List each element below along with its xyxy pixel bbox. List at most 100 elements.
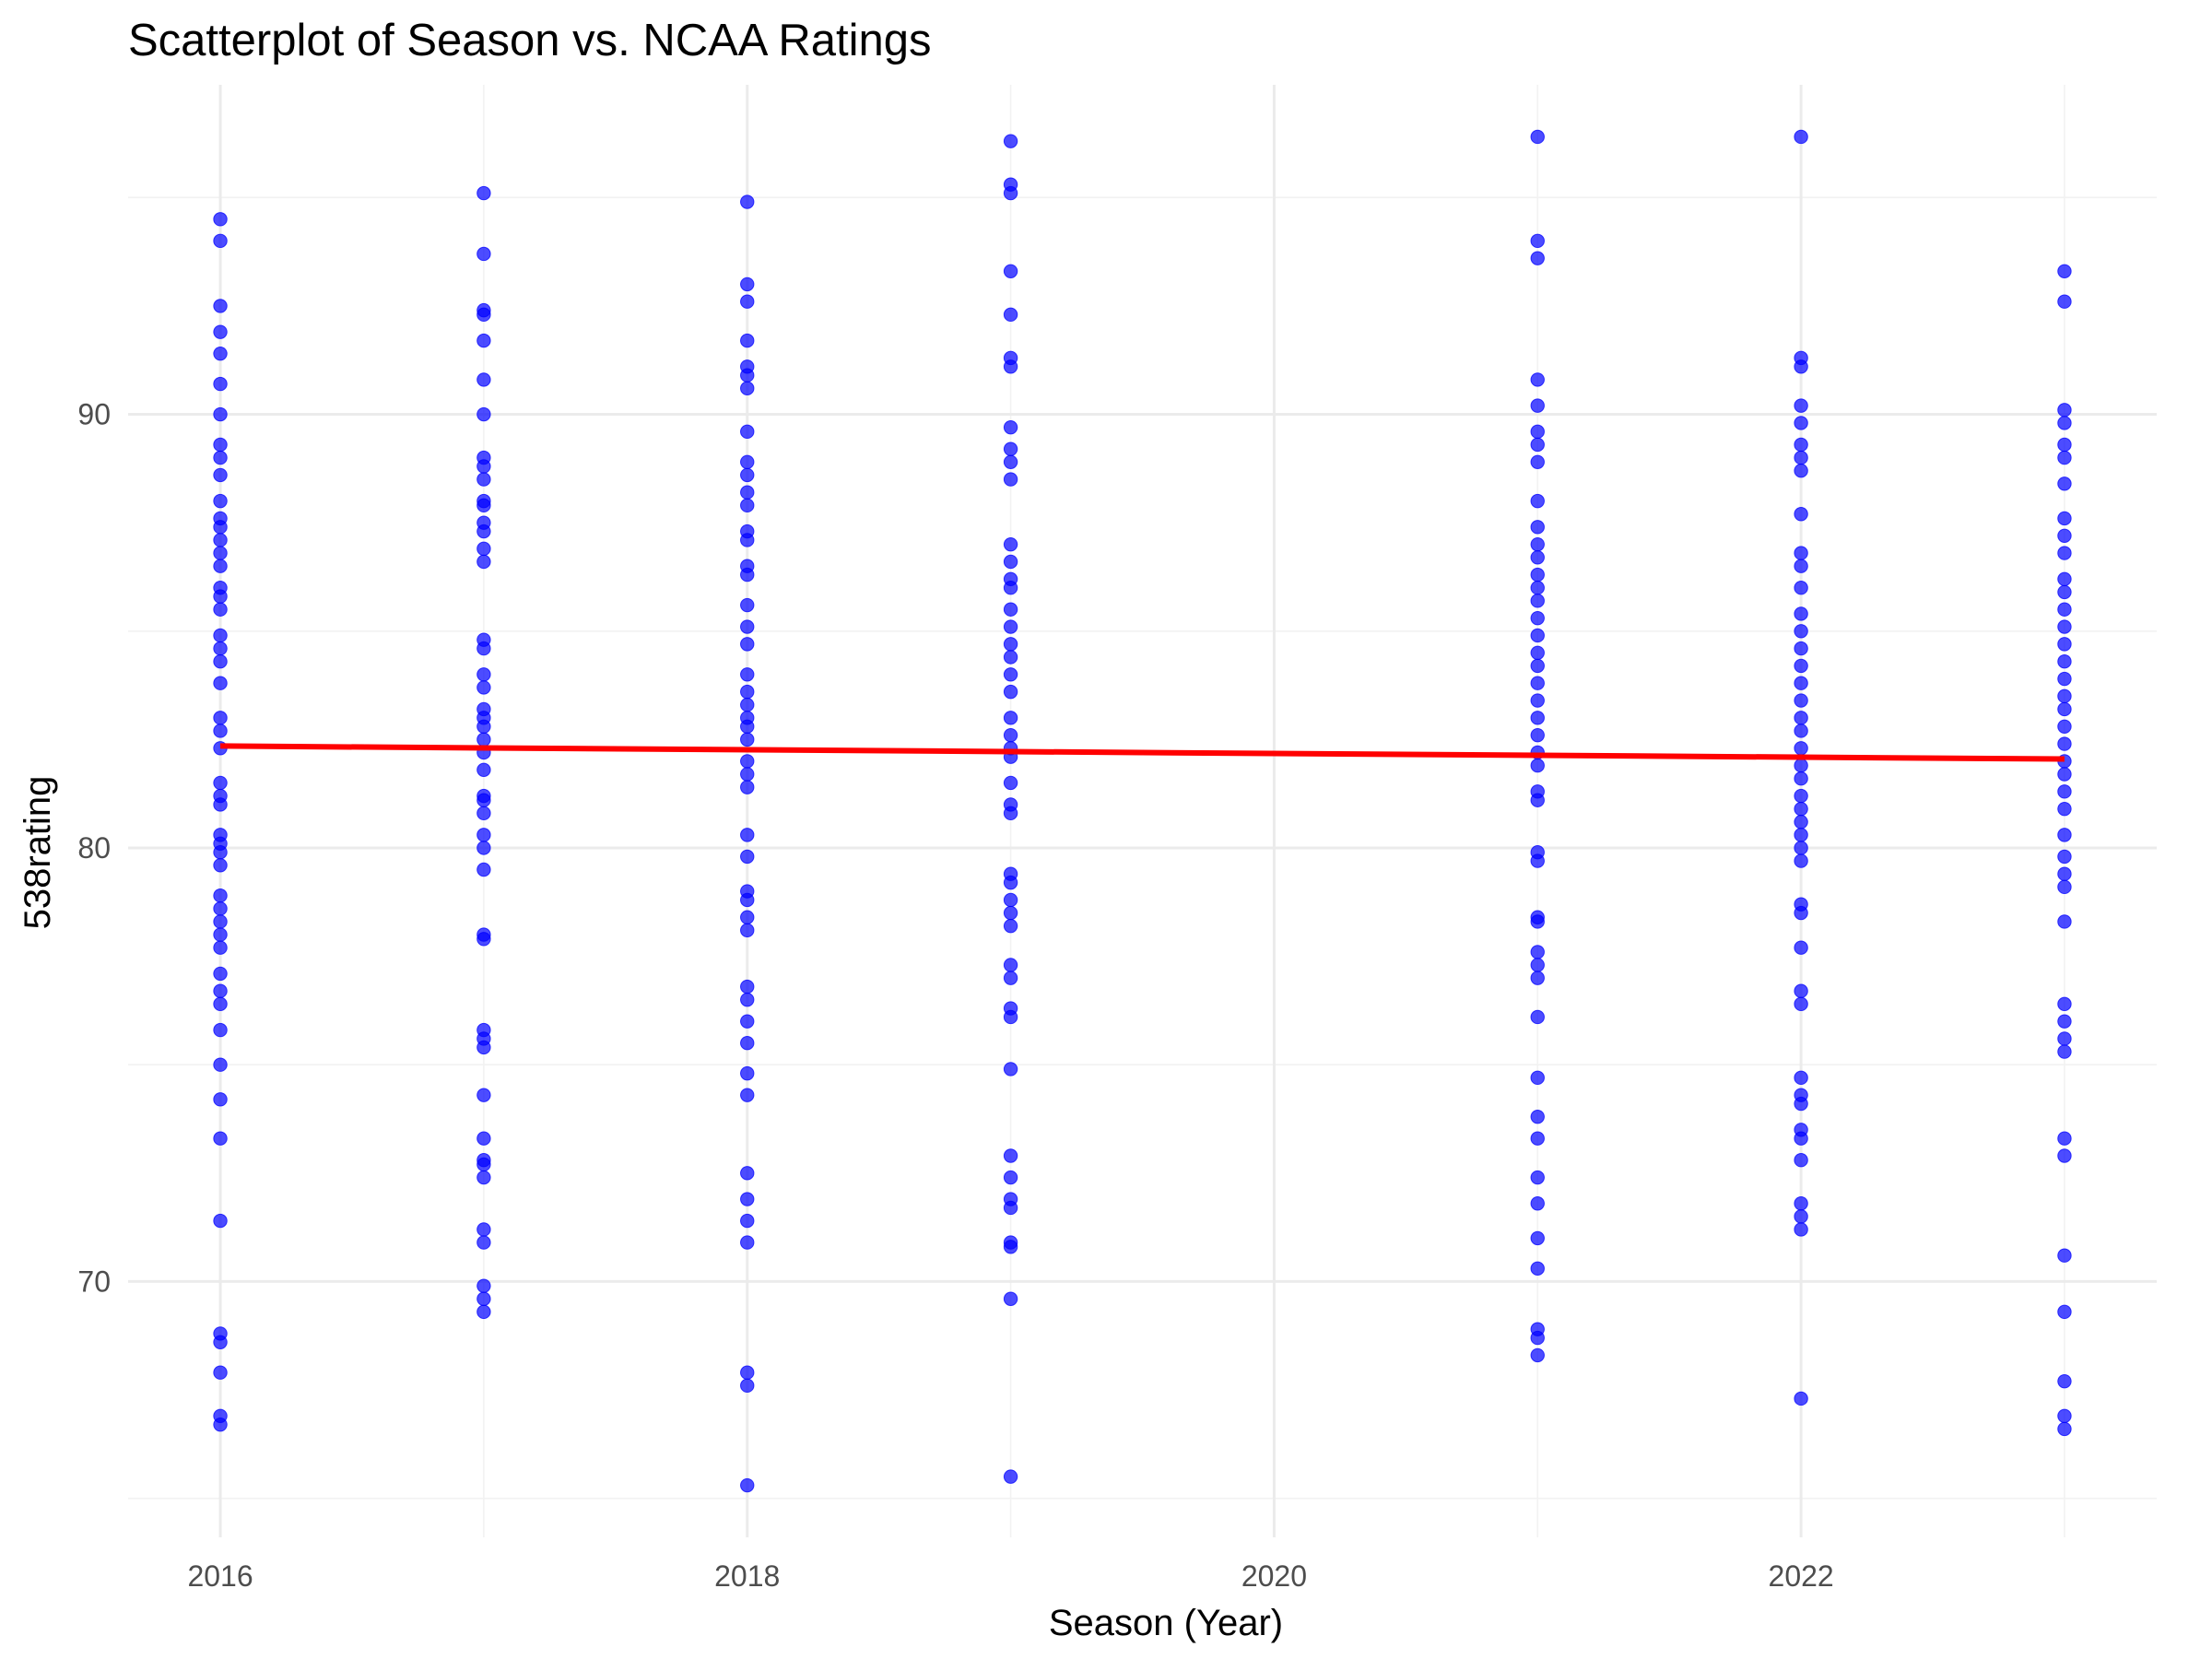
data-point bbox=[2057, 1248, 2072, 1263]
data-point bbox=[213, 844, 228, 860]
data-point bbox=[477, 406, 491, 422]
data-point bbox=[740, 424, 755, 440]
data-point bbox=[1794, 463, 1808, 478]
data-point bbox=[1003, 971, 1018, 985]
data-point bbox=[1003, 554, 1018, 570]
data-point bbox=[1794, 559, 1808, 573]
data-point bbox=[1530, 1009, 1545, 1025]
data-point bbox=[1794, 996, 1808, 1012]
major-gridlines bbox=[128, 85, 2157, 1537]
data-point bbox=[1794, 546, 1808, 560]
data-point bbox=[1794, 788, 1808, 804]
data-point bbox=[1794, 359, 1808, 374]
data-point bbox=[1530, 676, 1545, 690]
data-point bbox=[1003, 684, 1018, 700]
data-point bbox=[477, 541, 491, 557]
data-point bbox=[2057, 477, 2072, 491]
data-point bbox=[1794, 905, 1808, 921]
data-point bbox=[213, 1057, 228, 1072]
data-point bbox=[213, 1417, 228, 1432]
data-point bbox=[740, 533, 755, 547]
data-point bbox=[1530, 567, 1545, 582]
data-point bbox=[1794, 983, 1808, 998]
data-point bbox=[213, 1213, 228, 1229]
data-point bbox=[2057, 1131, 2072, 1146]
data-point bbox=[1003, 667, 1018, 682]
data-point bbox=[740, 567, 755, 582]
data-point bbox=[213, 653, 228, 669]
data-point bbox=[2057, 546, 2072, 560]
data-point bbox=[213, 602, 228, 617]
data-point bbox=[1003, 441, 1018, 456]
data-point bbox=[740, 454, 755, 469]
data-point bbox=[1003, 419, 1018, 435]
data-point bbox=[213, 983, 228, 998]
data-point bbox=[477, 862, 491, 877]
data-point bbox=[1794, 711, 1808, 725]
x-tick-label: 2018 bbox=[714, 1559, 780, 1593]
data-point bbox=[213, 299, 228, 313]
data-point bbox=[1003, 775, 1018, 791]
data-point bbox=[477, 307, 491, 323]
data-point bbox=[1003, 307, 1018, 323]
data-point bbox=[477, 333, 491, 348]
data-point bbox=[477, 841, 491, 855]
data-point bbox=[1530, 454, 1545, 469]
data-point bbox=[2057, 996, 2072, 1012]
data-point bbox=[1003, 1200, 1018, 1216]
data-point bbox=[1794, 815, 1808, 830]
data-point bbox=[1530, 233, 1545, 249]
x-tick-label: 2022 bbox=[1769, 1559, 1834, 1593]
chart-title: Scatterplot of Season vs. NCAA Ratings bbox=[128, 16, 932, 65]
data-point bbox=[1003, 727, 1018, 743]
data-point bbox=[2057, 1373, 2072, 1389]
data-point bbox=[213, 858, 228, 873]
data-point bbox=[740, 667, 755, 682]
data-point bbox=[1530, 1109, 1545, 1124]
data-point bbox=[2057, 849, 2072, 865]
data-point bbox=[2057, 294, 2072, 309]
data-point bbox=[213, 589, 228, 604]
data-point bbox=[213, 437, 228, 453]
data-point bbox=[1003, 958, 1018, 972]
data-point bbox=[1003, 581, 1018, 595]
data-point bbox=[1003, 875, 1018, 890]
data-point bbox=[2057, 1014, 2072, 1029]
data-point bbox=[477, 680, 491, 695]
data-point bbox=[740, 368, 755, 382]
data-point bbox=[740, 467, 755, 483]
data-point bbox=[1530, 493, 1545, 509]
data-point bbox=[740, 498, 755, 513]
data-point bbox=[477, 472, 491, 487]
data-point bbox=[1530, 693, 1545, 708]
y-axis-tick-labels: 70 80 90 bbox=[77, 398, 111, 1299]
data-point bbox=[213, 493, 228, 509]
data-point bbox=[1794, 398, 1808, 413]
data-point bbox=[1794, 940, 1808, 955]
data-point bbox=[477, 459, 491, 474]
data-point bbox=[1530, 914, 1545, 929]
data-point bbox=[740, 294, 755, 309]
data-point bbox=[213, 996, 228, 1012]
trend-line-group bbox=[220, 743, 2065, 762]
data-point bbox=[477, 1088, 491, 1102]
data-point bbox=[1530, 550, 1545, 565]
data-point bbox=[213, 324, 228, 339]
y-tick-label: 80 bbox=[77, 831, 111, 865]
data-point bbox=[740, 979, 755, 994]
data-point bbox=[477, 1304, 491, 1320]
data-point bbox=[1794, 450, 1808, 465]
trend-line bbox=[220, 743, 2065, 762]
data-point bbox=[1003, 1291, 1018, 1306]
data-point bbox=[1530, 853, 1545, 868]
data-point bbox=[1794, 1131, 1808, 1146]
data-point bbox=[2057, 719, 2072, 734]
data-point bbox=[2057, 264, 2072, 278]
data-point bbox=[477, 1170, 491, 1185]
data-point bbox=[213, 376, 228, 392]
data-point bbox=[213, 450, 228, 465]
data-point bbox=[1794, 853, 1808, 868]
x-axis-title: Season (Year) bbox=[1049, 1603, 1283, 1643]
data-point bbox=[477, 806, 491, 821]
y-tick-label: 70 bbox=[77, 1265, 111, 1298]
